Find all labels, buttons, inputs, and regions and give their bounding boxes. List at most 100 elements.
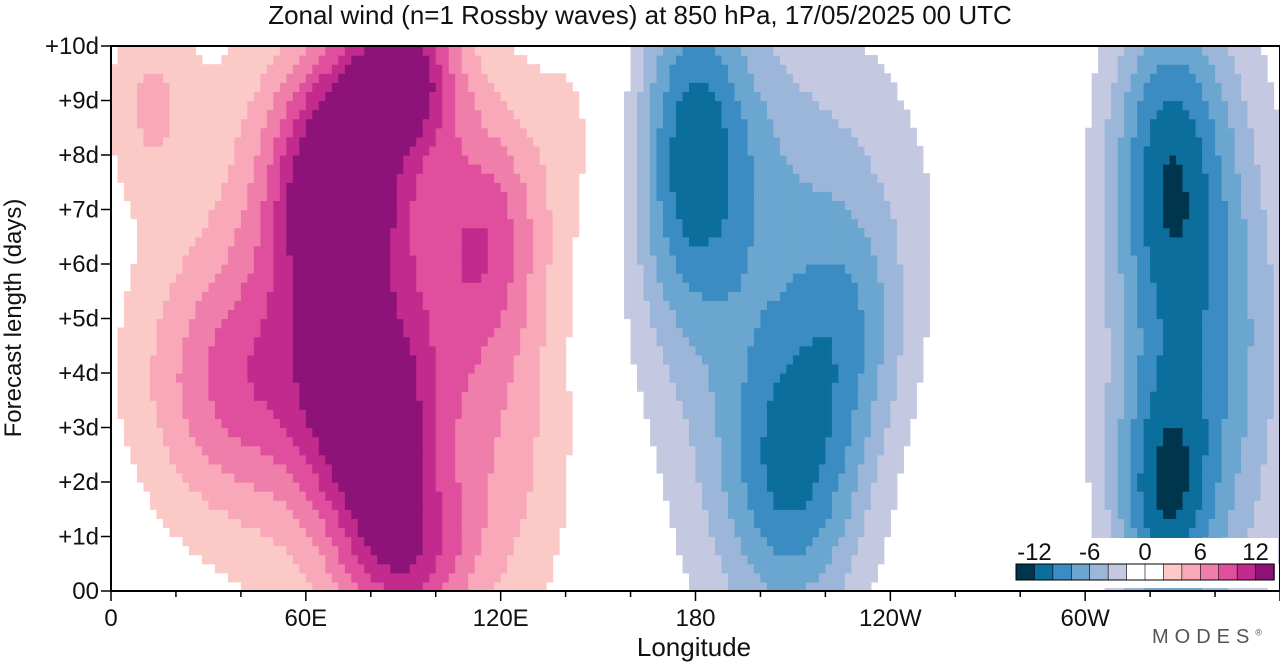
field-cell bbox=[526, 482, 534, 492]
field-cell bbox=[721, 572, 729, 583]
field-cell bbox=[838, 400, 846, 410]
field-cell bbox=[370, 309, 378, 320]
field-cell bbox=[214, 345, 222, 356]
field-cell bbox=[292, 345, 300, 356]
field-cell bbox=[533, 436, 541, 447]
field-cell bbox=[448, 345, 456, 356]
field-cell bbox=[1156, 282, 1164, 292]
field-cell bbox=[487, 509, 495, 519]
field-cell bbox=[831, 373, 839, 383]
field-cell bbox=[1143, 300, 1151, 311]
field-cell bbox=[260, 572, 268, 583]
field-cell bbox=[883, 354, 891, 365]
field-cell bbox=[689, 282, 697, 292]
field-cell bbox=[208, 291, 216, 301]
field-cell bbox=[266, 300, 274, 311]
field-cell bbox=[1189, 363, 1197, 374]
field-cell bbox=[799, 273, 807, 283]
field-cell bbox=[357, 282, 365, 292]
field-cell bbox=[727, 436, 736, 447]
field-cell bbox=[117, 345, 125, 356]
field-cell bbox=[455, 436, 463, 447]
field-cell bbox=[494, 445, 502, 456]
field-cell bbox=[487, 527, 495, 538]
field-cell bbox=[468, 554, 476, 565]
field-cell bbox=[1156, 373, 1164, 383]
field-cell bbox=[468, 400, 476, 410]
field-cell bbox=[1163, 491, 1171, 501]
field-cell bbox=[766, 536, 775, 547]
field-cell bbox=[695, 264, 703, 274]
field-cell bbox=[1124, 463, 1132, 474]
field-cell bbox=[520, 482, 528, 492]
field-cell bbox=[773, 354, 781, 365]
field-cell bbox=[552, 327, 560, 338]
field-cell bbox=[487, 427, 495, 438]
field-cell bbox=[669, 418, 677, 429]
field-cell bbox=[468, 472, 476, 483]
field-cell bbox=[799, 572, 807, 583]
field-cell bbox=[481, 373, 489, 383]
field-cell bbox=[870, 563, 878, 574]
field-cell bbox=[1150, 482, 1158, 492]
field-cell bbox=[753, 454, 762, 465]
field-cell bbox=[857, 572, 865, 583]
field-cell bbox=[214, 472, 222, 483]
field-cell bbox=[851, 572, 859, 583]
field-cell bbox=[1143, 500, 1151, 510]
field-cell bbox=[247, 454, 255, 465]
field-cell bbox=[695, 563, 703, 574]
field-cell bbox=[1169, 273, 1177, 283]
field-cell bbox=[831, 309, 839, 320]
field-cell bbox=[117, 400, 125, 410]
field-cell bbox=[162, 363, 171, 374]
field-cell bbox=[299, 264, 307, 274]
field-cell bbox=[916, 373, 924, 383]
field-cell bbox=[1176, 345, 1184, 356]
field-cell bbox=[331, 373, 339, 383]
field-cell bbox=[1111, 527, 1119, 538]
field-cell bbox=[1150, 318, 1158, 329]
field-cell bbox=[266, 291, 274, 301]
field-cell bbox=[260, 491, 268, 501]
field-cell bbox=[1085, 363, 1093, 374]
field-cell bbox=[1202, 454, 1210, 465]
field-cell bbox=[883, 463, 891, 474]
field-cell bbox=[474, 500, 482, 510]
field-cell bbox=[156, 472, 164, 483]
field-cell bbox=[1137, 254, 1145, 265]
field-cell bbox=[188, 345, 197, 356]
field-cell bbox=[663, 382, 671, 392]
field-cell bbox=[130, 400, 138, 410]
field-cell bbox=[1182, 254, 1190, 265]
field-cell bbox=[435, 554, 443, 565]
field-cell bbox=[1176, 391, 1184, 401]
field-cell bbox=[1176, 282, 1184, 292]
field-cell bbox=[546, 363, 554, 374]
field-cell bbox=[890, 482, 898, 492]
field-cell bbox=[240, 336, 248, 347]
field-cell bbox=[851, 373, 859, 383]
field-cell bbox=[753, 581, 762, 592]
field-cell bbox=[299, 527, 307, 538]
field-cell bbox=[877, 382, 885, 392]
field-cell bbox=[1234, 291, 1242, 301]
field-cell bbox=[247, 264, 255, 274]
field-cell bbox=[1091, 373, 1099, 383]
field-cell bbox=[1150, 264, 1158, 274]
field-cell bbox=[546, 518, 554, 529]
field-cell bbox=[721, 527, 729, 538]
field-cell bbox=[753, 509, 762, 519]
field-cell bbox=[916, 354, 924, 365]
field-cell bbox=[539, 264, 547, 274]
field-cell bbox=[844, 336, 852, 347]
field-cell bbox=[870, 445, 878, 456]
field-cell bbox=[890, 409, 898, 420]
field-cell bbox=[1098, 327, 1106, 338]
field-cell bbox=[331, 581, 339, 592]
field-cell bbox=[234, 245, 242, 256]
field-cell bbox=[156, 327, 164, 338]
field-cell bbox=[487, 545, 495, 556]
field-cell bbox=[559, 382, 567, 392]
field-cell bbox=[1169, 500, 1177, 510]
